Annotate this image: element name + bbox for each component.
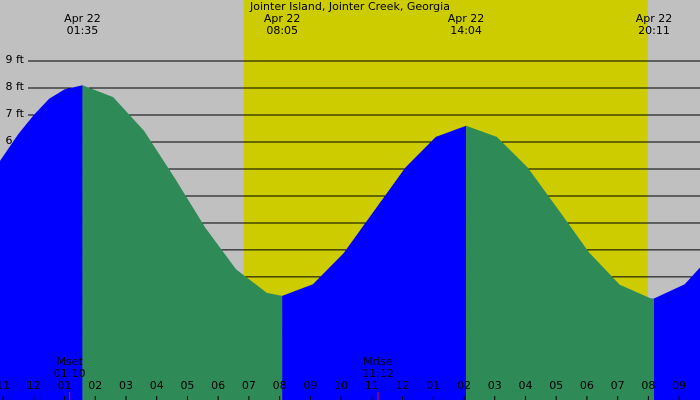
x-tick-label: 05	[549, 379, 563, 392]
y-tick-label: 7 ft	[6, 107, 25, 120]
extreme-date: Apr 22	[64, 12, 101, 25]
moon-time: 11:12	[362, 367, 394, 380]
x-tick-label: 07	[611, 379, 625, 392]
x-tick-label: 01	[426, 379, 440, 392]
x-tick-label: 08	[273, 379, 287, 392]
x-tick-label: 02	[457, 379, 471, 392]
extreme-date: Apr 22	[264, 12, 301, 25]
x-tick-label: 07	[242, 379, 256, 392]
rising-tide	[0, 85, 83, 400]
x-tick-label: 09	[303, 379, 317, 392]
extreme-time: 20:11	[638, 24, 670, 37]
x-tick-label: 01	[58, 379, 72, 392]
x-tick-label: 03	[488, 379, 502, 392]
rising-tide	[653, 267, 700, 400]
x-tick-label: 03	[119, 379, 133, 392]
y-tick-label: 9 ft	[6, 53, 25, 66]
rising-tide	[282, 125, 467, 400]
y-tick-label: 8 ft	[6, 80, 25, 93]
extreme-time: 01:35	[67, 24, 99, 37]
x-tick-label: 04	[518, 379, 532, 392]
x-tick-label: 06	[211, 379, 225, 392]
x-tick-label: 12	[396, 379, 410, 392]
extreme-time: 14:04	[450, 24, 482, 37]
x-tick-label: 02	[88, 379, 102, 392]
x-tick-label: 05	[180, 379, 194, 392]
extreme-time: 08:05	[266, 24, 298, 37]
x-tick-label: 08	[641, 379, 655, 392]
moon-label: Mrise	[363, 355, 393, 368]
x-tick-label: 04	[150, 379, 164, 392]
extreme-date: Apr 22	[448, 12, 485, 25]
falling-tide	[82, 85, 283, 400]
falling-tide	[466, 125, 654, 400]
moon-label: Mset	[57, 355, 84, 368]
extreme-date: Apr 22	[636, 12, 673, 25]
x-tick-label: 11	[365, 379, 379, 392]
x-tick-label: 06	[580, 379, 594, 392]
x-tick-label: 09	[672, 379, 686, 392]
x-tick-label: 10	[334, 379, 348, 392]
chart-title: Jointer Island, Jointer Creek, Georgia	[249, 0, 450, 13]
x-tick-label: 12	[27, 379, 41, 392]
x-tick-label: 11	[0, 379, 10, 392]
moon-time: 01:10	[54, 367, 86, 380]
